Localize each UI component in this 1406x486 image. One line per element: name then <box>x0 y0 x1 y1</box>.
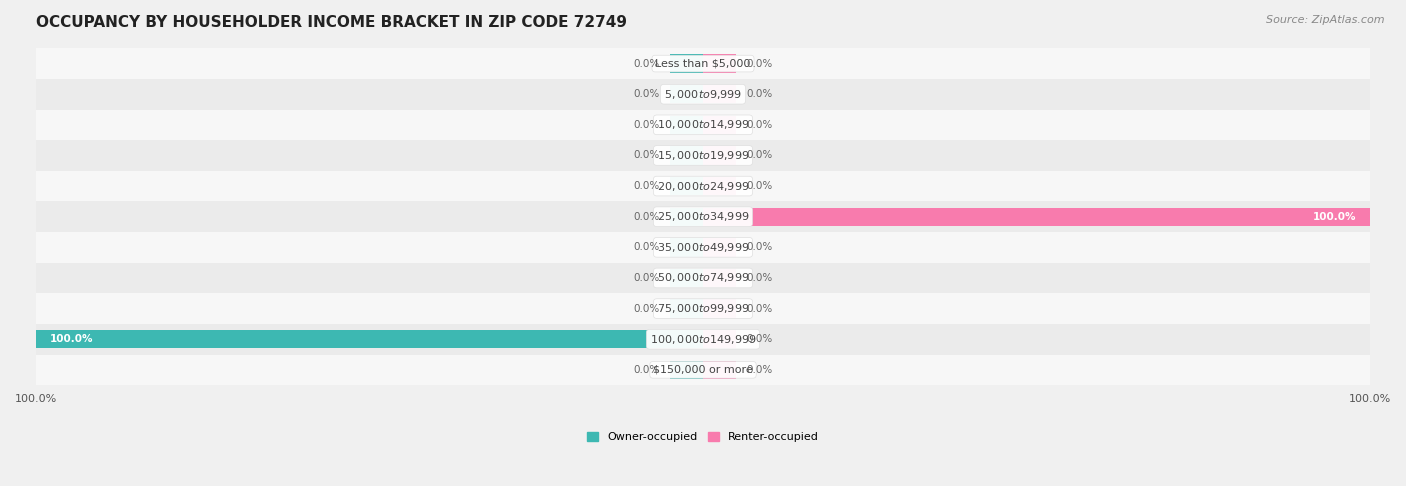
Bar <box>37 293 1369 324</box>
Text: $10,000 to $14,999: $10,000 to $14,999 <box>657 118 749 131</box>
Text: 0.0%: 0.0% <box>634 243 659 252</box>
Bar <box>37 262 1369 293</box>
Bar <box>703 330 737 348</box>
Text: 0.0%: 0.0% <box>634 151 659 160</box>
Text: 100.0%: 100.0% <box>1313 212 1357 222</box>
Bar <box>703 146 737 165</box>
Text: $75,000 to $99,999: $75,000 to $99,999 <box>657 302 749 315</box>
Bar <box>37 330 703 348</box>
Bar <box>703 361 737 379</box>
Text: 0.0%: 0.0% <box>747 334 772 344</box>
Text: 0.0%: 0.0% <box>747 89 772 99</box>
Text: 0.0%: 0.0% <box>634 59 659 69</box>
Text: 0.0%: 0.0% <box>747 243 772 252</box>
Text: 0.0%: 0.0% <box>747 181 772 191</box>
Text: 0.0%: 0.0% <box>747 151 772 160</box>
Text: $50,000 to $74,999: $50,000 to $74,999 <box>657 272 749 284</box>
Bar <box>703 269 737 287</box>
Text: $5,000 to $9,999: $5,000 to $9,999 <box>664 87 742 101</box>
Bar <box>703 299 737 318</box>
Text: 100.0%: 100.0% <box>49 334 93 344</box>
Bar <box>703 238 737 257</box>
Text: $100,000 to $149,999: $100,000 to $149,999 <box>650 333 756 346</box>
Text: 0.0%: 0.0% <box>634 304 659 313</box>
Text: 0.0%: 0.0% <box>634 273 659 283</box>
Bar <box>669 177 703 195</box>
Bar <box>703 208 1369 226</box>
Bar <box>37 201 1369 232</box>
Bar <box>669 116 703 134</box>
Bar <box>669 269 703 287</box>
Text: 0.0%: 0.0% <box>747 365 772 375</box>
Text: 0.0%: 0.0% <box>634 365 659 375</box>
Bar <box>669 361 703 379</box>
Text: $150,000 or more: $150,000 or more <box>654 365 752 375</box>
Bar <box>37 140 1369 171</box>
Text: 0.0%: 0.0% <box>747 304 772 313</box>
Text: $15,000 to $19,999: $15,000 to $19,999 <box>657 149 749 162</box>
Text: 0.0%: 0.0% <box>747 59 772 69</box>
Bar <box>37 232 1369 262</box>
Legend: Owner-occupied, Renter-occupied: Owner-occupied, Renter-occupied <box>582 427 824 447</box>
Text: 0.0%: 0.0% <box>634 212 659 222</box>
Bar <box>37 171 1369 201</box>
Text: $20,000 to $24,999: $20,000 to $24,999 <box>657 180 749 192</box>
Bar <box>37 324 1369 354</box>
Text: 0.0%: 0.0% <box>634 181 659 191</box>
Text: 0.0%: 0.0% <box>747 273 772 283</box>
Bar <box>703 85 737 104</box>
Bar <box>37 48 1369 79</box>
Bar <box>37 79 1369 109</box>
Bar <box>703 177 737 195</box>
Bar <box>669 208 703 226</box>
Text: Less than $5,000: Less than $5,000 <box>655 59 751 69</box>
Bar <box>669 85 703 104</box>
Bar <box>669 299 703 318</box>
Bar <box>669 54 703 73</box>
Bar <box>703 116 737 134</box>
Text: 0.0%: 0.0% <box>634 120 659 130</box>
Bar <box>703 54 737 73</box>
Bar <box>669 238 703 257</box>
Bar <box>37 109 1369 140</box>
Text: OCCUPANCY BY HOUSEHOLDER INCOME BRACKET IN ZIP CODE 72749: OCCUPANCY BY HOUSEHOLDER INCOME BRACKET … <box>37 15 627 30</box>
Text: 0.0%: 0.0% <box>634 89 659 99</box>
Bar <box>669 146 703 165</box>
Text: Source: ZipAtlas.com: Source: ZipAtlas.com <box>1267 15 1385 25</box>
Text: $25,000 to $34,999: $25,000 to $34,999 <box>657 210 749 223</box>
Text: $35,000 to $49,999: $35,000 to $49,999 <box>657 241 749 254</box>
Text: 0.0%: 0.0% <box>747 120 772 130</box>
Bar <box>37 354 1369 385</box>
